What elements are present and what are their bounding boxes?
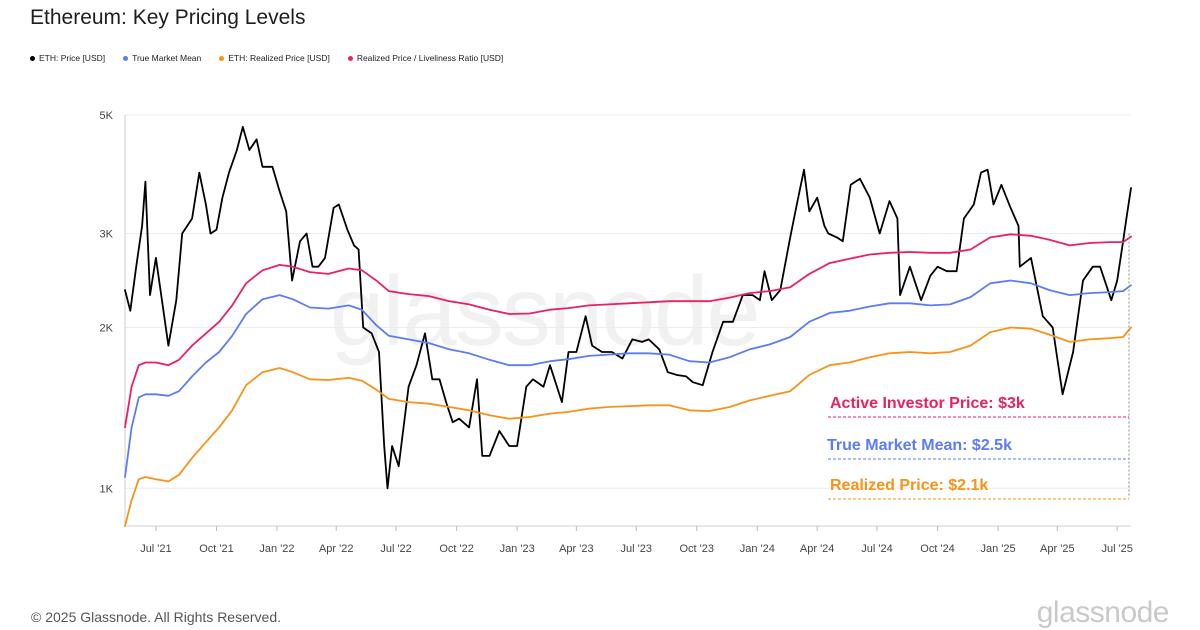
copyright-footer: © 2025 Glassnode. All Rights Reserved. (31, 609, 282, 625)
legend-dot-icon (347, 55, 353, 61)
x-tick-label: Jul '24 (861, 543, 892, 555)
x-tick-label: Jul '21 (140, 543, 171, 555)
legend-item-active-investor-price[interactable]: Realized Price / Liveliness Ratio [USD] (347, 53, 504, 63)
legend-item-realized-price[interactable]: ETH: Realized Price [USD] (219, 53, 330, 63)
chart-legend: ETH: Price [USD] True Market Mean ETH: R… (30, 53, 503, 63)
legend-label: Realized Price / Liveliness Ratio [USD] (356, 53, 504, 63)
x-tick-label: Jan '22 (259, 543, 294, 555)
annotation-label: Realized Price: $2.1k (830, 477, 988, 494)
x-tick-label: Oct '24 (920, 543, 955, 555)
legend-item-true-market-mean[interactable]: True Market Mean (123, 53, 201, 63)
grid-lines (125, 114, 1131, 489)
x-tick-label: Apr '25 (1040, 543, 1075, 555)
legend-item-eth-price[interactable]: ETH: Price [USD] (30, 53, 105, 63)
x-axis: Jul '21 Oct '21 Jan '22 Apr '22 Jul '22 Oct '… (125, 525, 1133, 555)
series-line (124, 279, 1132, 478)
series-lines (124, 126, 1132, 527)
y-tick-label: 3K (100, 228, 114, 240)
x-tick-label: Apr '24 (800, 543, 835, 555)
y-tick-label: 5K (100, 110, 114, 122)
chart-title: Ethereum: Key Pricing Levels (30, 6, 306, 29)
series-line (124, 233, 1132, 429)
series-line (124, 326, 1132, 527)
glassnode-logo[interactable]: glassnode (1036, 596, 1170, 629)
x-tick-label: Oct '23 (679, 543, 714, 555)
x-tick-label: Apr '23 (559, 543, 594, 555)
legend-label: True Market Mean (132, 53, 202, 63)
x-tick-label: Oct '22 (439, 543, 474, 555)
series-line (124, 126, 1132, 490)
x-tick-label: Apr '22 (319, 543, 354, 555)
x-tick-label: Jan '25 (981, 543, 1016, 555)
y-tick-label: 1K (100, 483, 114, 495)
x-tick-label: Oct '21 (199, 543, 234, 555)
legend-label: ETH: Price [USD] (39, 53, 106, 63)
legend-label: ETH: Realized Price [USD] (228, 53, 330, 63)
legend-dot-icon (123, 55, 129, 61)
x-tick-label: Jul '23 (620, 543, 651, 555)
y-tick-label: 2K (100, 323, 114, 335)
x-tick-label: Jul '25 (1101, 543, 1132, 555)
annotation-label: True Market Mean: $2.5k (827, 437, 1012, 454)
x-tick-label: Jan '24 (740, 543, 775, 555)
x-tick-label: Jan '23 (500, 543, 535, 555)
annotation-label: Active Investor Price: $3k (830, 395, 1025, 412)
y-axis: 1K 2K 3K 5K (100, 110, 126, 526)
legend-dot-icon (30, 55, 35, 61)
annotations: Active Investor Price: $3k True Market Me… (827, 233, 1130, 500)
legend-dot-icon (219, 55, 225, 61)
x-tick-label: Jul '22 (380, 543, 411, 555)
